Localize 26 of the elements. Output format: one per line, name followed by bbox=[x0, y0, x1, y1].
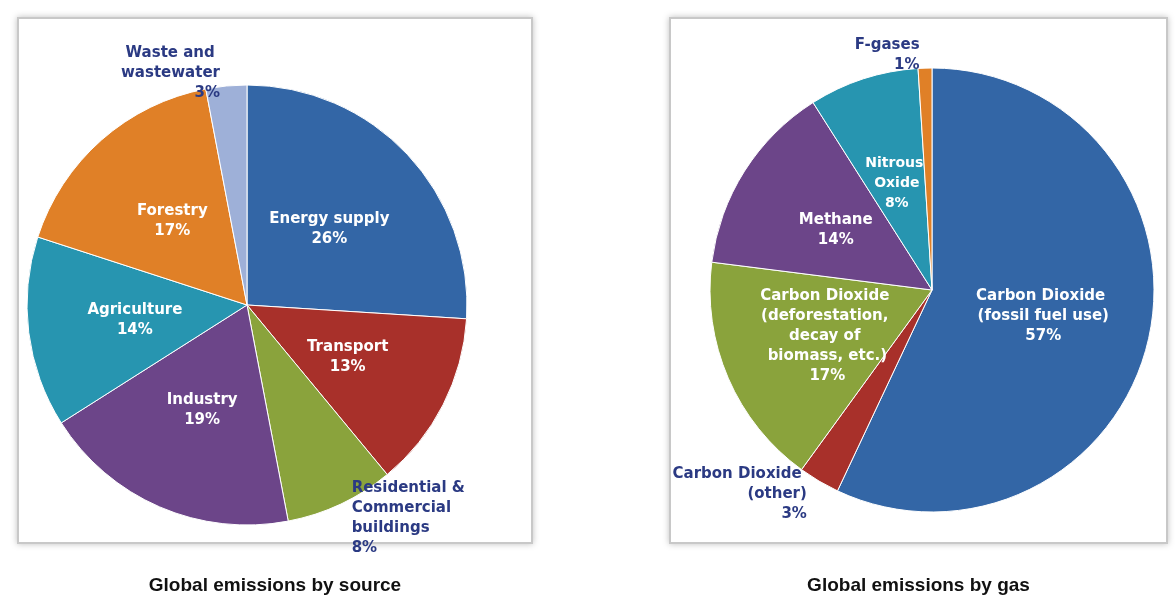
slice-label: Nitrous Oxide bbox=[865, 153, 929, 190]
data-label: 17% bbox=[154, 221, 191, 240]
data-label: 3% bbox=[781, 504, 807, 523]
slice-label: Carbon Dioxide (deforestation, decay of biomass, etc.) bbox=[760, 286, 895, 365]
slice-label: Waste and wastewater bbox=[120, 43, 221, 82]
data-label: 8% bbox=[884, 193, 909, 210]
slice-label: Industry bbox=[166, 389, 238, 408]
data-label: 14% bbox=[817, 229, 854, 248]
data-label: 26% bbox=[311, 228, 348, 247]
slice-label: Transport bbox=[307, 337, 389, 356]
text: Global emissions by gas bbox=[807, 574, 1030, 595]
slice-label: Methane bbox=[798, 209, 873, 228]
slice-label: Energy supply bbox=[269, 208, 390, 227]
data-label: 57% bbox=[1025, 325, 1062, 344]
slice-label: F-gases bbox=[854, 35, 920, 54]
slice-label: Carbon Dioxide (fossil fuel use) bbox=[976, 285, 1111, 324]
slice-label: Carbon Dioxide (other) bbox=[672, 464, 807, 503]
data-label: 14% bbox=[116, 320, 153, 339]
slice-label: Agriculture bbox=[87, 300, 183, 319]
data-label: 17% bbox=[809, 366, 846, 385]
data-label: 19% bbox=[184, 409, 221, 428]
text: Global emissions by source bbox=[148, 574, 402, 595]
data-label: 8% bbox=[351, 537, 378, 556]
data-label: 13% bbox=[329, 357, 366, 376]
data-label: 1% bbox=[894, 55, 920, 74]
slice-label: Forestry bbox=[136, 201, 208, 220]
